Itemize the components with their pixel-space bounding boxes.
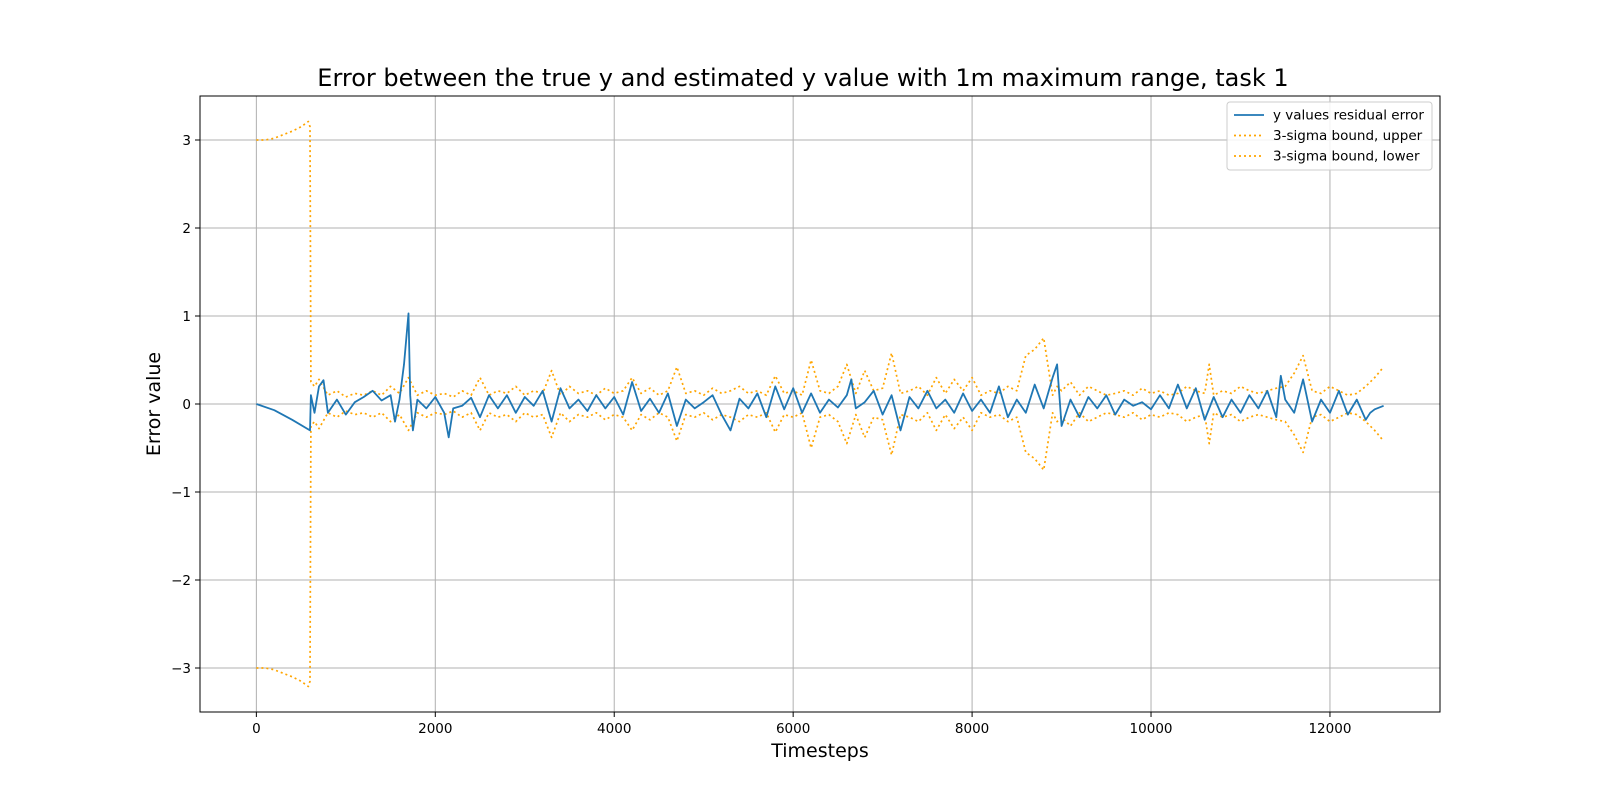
legend: y values residual error 3-sigma bound, u… [1226,101,1433,171]
legend-label-upper-bound: 3-sigma bound, upper [1273,128,1423,144]
y-axis-ticks: −3 −2 −1 0 1 2 3 [171,133,200,677]
chart-title: Error between the true y and estimated y… [317,64,1288,92]
y-tick-label: 3 [182,133,191,149]
x-tick-label: 10000 [1130,721,1173,737]
x-tick-label: 2000 [418,721,452,737]
legend-box [1226,101,1433,171]
y-tick-label: 1 [182,309,191,325]
y-tick-label: −2 [171,573,191,589]
x-axis-ticks: 0 2000 4000 6000 8000 10000 12000 [252,712,1351,737]
x-tick-label: 8000 [955,721,989,737]
y-axis-label: Error value [143,352,165,456]
y-tick-label: −1 [171,485,191,501]
x-tick-label: 4000 [597,721,631,737]
x-tick-label: 6000 [776,721,810,737]
x-axis-label: Timesteps [770,740,869,762]
series-residual-error-line [256,312,1384,439]
y-tick-label: −3 [171,661,191,677]
grid-lines [200,96,1440,712]
x-tick-label: 0 [252,721,261,737]
x-tick-label: 12000 [1308,721,1351,737]
plot-series [256,120,1385,688]
legend-label-residual: y values residual error [1273,108,1424,124]
legend-label-lower-bound: 3-sigma bound, lower [1273,149,1420,165]
y-tick-label: 0 [182,397,191,413]
y-tick-label: 2 [182,221,191,237]
